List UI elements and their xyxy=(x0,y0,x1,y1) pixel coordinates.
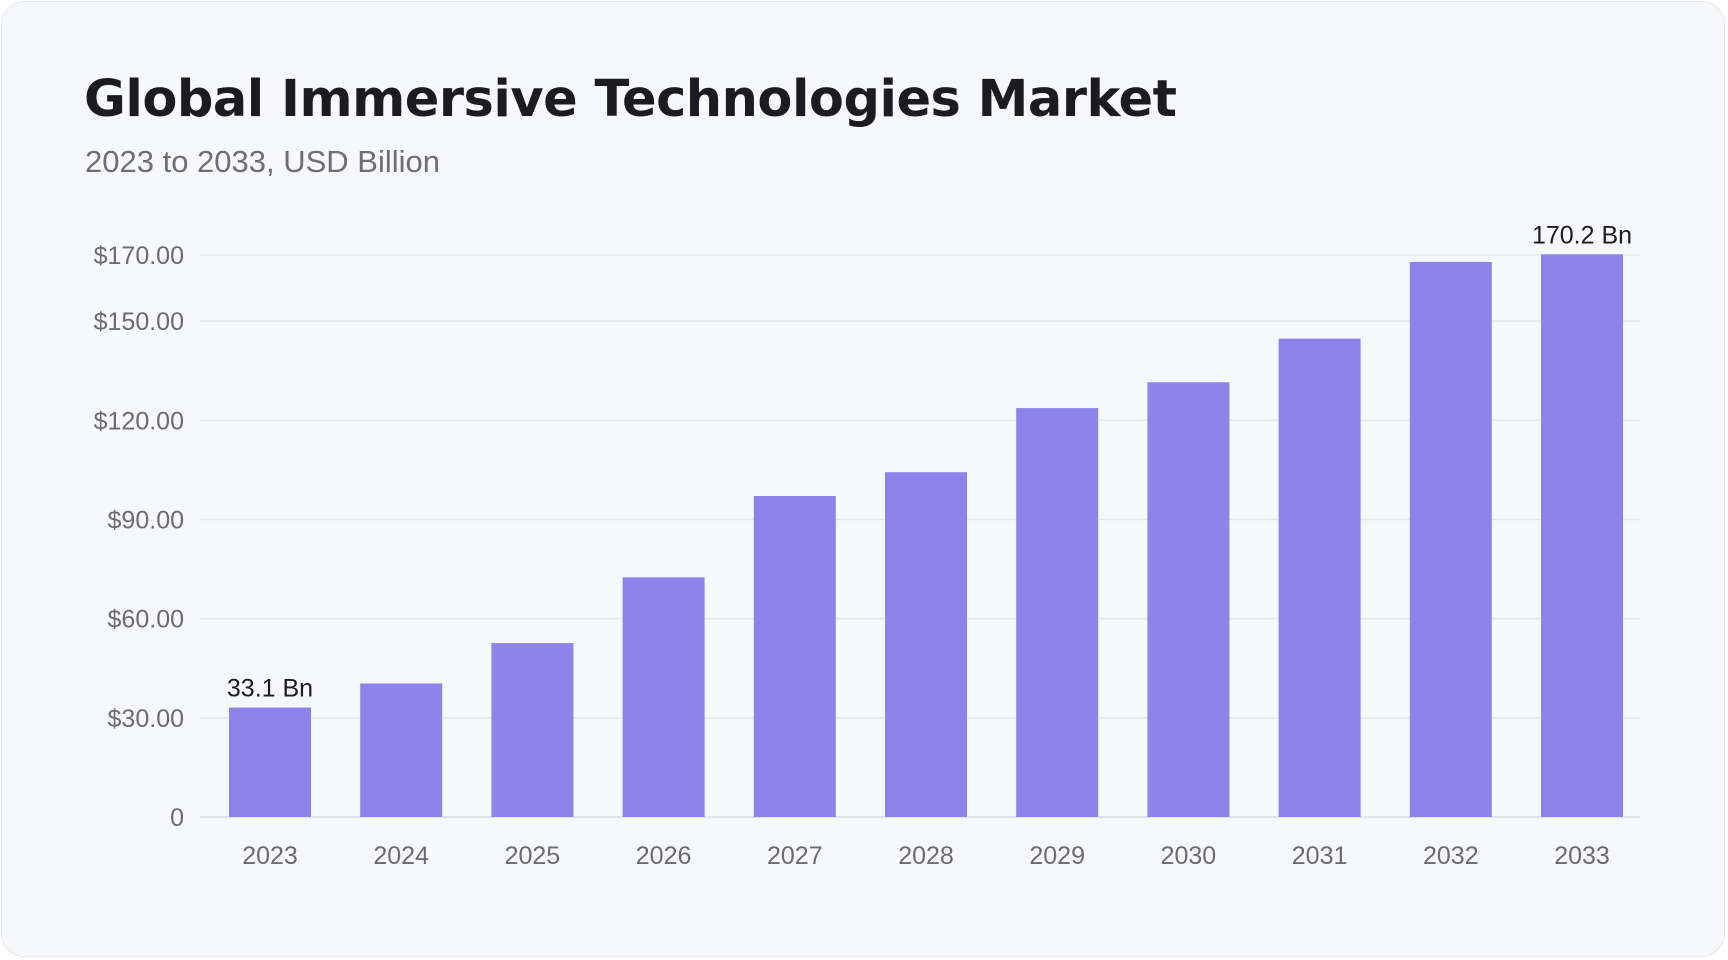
y-tick-label: $150.00 xyxy=(94,308,184,336)
bar-2032 xyxy=(1409,261,1492,817)
data-label: 33.1 Bn xyxy=(227,675,313,703)
x-axis-ticks: 2023 2024 2025 2026 2027 2028 2029 2030 2031 2032… xyxy=(242,842,1610,870)
x-tick-label: 2032 xyxy=(1423,842,1479,870)
bar-2027 xyxy=(753,495,836,817)
bar-2025 xyxy=(491,643,574,817)
bar-2030 xyxy=(1147,382,1230,817)
bar-2026 xyxy=(622,577,705,817)
bars xyxy=(229,254,1623,818)
data-labels: 33.1 Bn 170.2 Bn xyxy=(227,221,1632,702)
y-axis-ticks: 0 $30.00 $60.00 $90.00 $120.00 $150.00 $170.00 xyxy=(94,242,184,832)
y-tick-label: $30.00 xyxy=(108,705,184,733)
x-tick-label: 2023 xyxy=(242,842,298,870)
x-tick-label: 2028 xyxy=(898,842,954,870)
y-tick-label: $170.00 xyxy=(94,242,184,270)
bar-2031 xyxy=(1278,338,1361,817)
x-tick-label: 2025 xyxy=(505,842,561,870)
y-tick-label: $60.00 xyxy=(108,606,184,634)
x-tick-label: 2026 xyxy=(636,842,692,870)
x-tick-label: 2029 xyxy=(1029,842,1085,870)
chart-subtitle: 2023 to 2033, USD Billion xyxy=(85,144,441,179)
data-label: 170.2 Bn xyxy=(1532,221,1632,249)
x-tick-label: 2027 xyxy=(767,842,823,870)
y-tick-label: $120.00 xyxy=(94,407,184,435)
bar-2028 xyxy=(885,472,967,817)
x-tick-label: 2031 xyxy=(1292,842,1348,870)
x-tick-label: 2030 xyxy=(1161,842,1217,870)
bar-2029 xyxy=(1016,408,1099,817)
y-tick-label: 0 xyxy=(170,804,184,832)
x-tick-label: 2024 xyxy=(373,842,429,870)
bar-2023 xyxy=(229,707,311,817)
chart-title: Global Immersive Technologies Market xyxy=(84,70,1177,129)
x-tick-label: 2033 xyxy=(1554,842,1610,870)
y-tick-label: $90.00 xyxy=(108,506,184,534)
bar-2024 xyxy=(360,683,443,817)
bar-2033 xyxy=(1541,254,1623,818)
